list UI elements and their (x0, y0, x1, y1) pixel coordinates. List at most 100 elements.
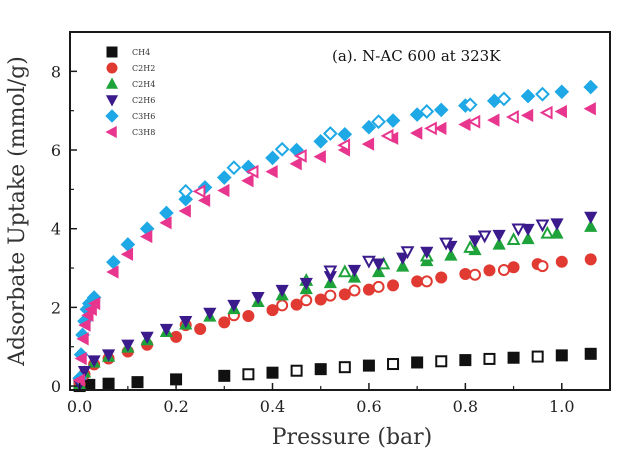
data-point-adsorption (178, 204, 191, 218)
data-point-desorption (506, 232, 521, 245)
data-point-adsorption (101, 349, 116, 362)
data-point-adsorption (227, 299, 241, 313)
data-point-adsorption (520, 88, 536, 104)
data-point-adsorption (194, 323, 207, 336)
x-tick-label: 0.4 (260, 397, 285, 416)
data-point-adsorption (218, 316, 231, 329)
data-point-desorption (226, 160, 242, 176)
data-point-adsorption (411, 356, 424, 369)
data-point-adsorption (521, 231, 535, 245)
legend-entry: C2H2 (106, 62, 155, 74)
data-point-adsorption (216, 170, 232, 185)
legend-entry: C3H6 (105, 109, 155, 123)
data-point-adsorption (584, 347, 597, 360)
data-point-desorption (531, 350, 544, 363)
data-point-desorption (469, 268, 481, 281)
data-point-desorption (505, 110, 519, 124)
y-tick-label: 2 (51, 298, 61, 317)
y-axis-title: Adsorbate Uptake (mmol/g) (5, 56, 30, 367)
legend-marker (106, 62, 118, 74)
y-tick-label: 6 (51, 141, 61, 160)
data-point-desorption (323, 265, 338, 279)
data-point-adsorption (313, 150, 326, 164)
legend-marker (105, 95, 119, 107)
legend-entry: C2H4 (105, 77, 155, 89)
x-tick-label: 0.8 (453, 397, 478, 416)
data-point-adsorption (203, 307, 217, 320)
data-point-adsorption (396, 259, 410, 272)
plot-frame (69, 31, 611, 391)
data-point-adsorption (554, 84, 570, 100)
legend-marker (105, 109, 119, 123)
data-point-adsorption (459, 354, 472, 367)
data-point-adsorption (218, 369, 231, 382)
data-point-adsorption (87, 296, 101, 311)
data-point-adsorption (275, 284, 289, 298)
data-point-desorption (242, 368, 255, 381)
data-point-adsorption (299, 277, 313, 291)
data-point-adsorption (178, 191, 194, 207)
data-point-adsorption (550, 218, 564, 231)
data-point-adsorption (583, 102, 596, 116)
data-point-desorption (539, 105, 553, 120)
data-point-adsorption (361, 119, 377, 135)
data-point-desorption (274, 141, 290, 157)
data-point-adsorption (251, 291, 265, 305)
data-point-adsorption (265, 150, 280, 166)
data-point-desorption (300, 294, 313, 307)
data-point-desorption (387, 358, 400, 371)
data-point-adsorption (361, 137, 375, 151)
data-point-desorption (467, 114, 481, 129)
data-point-adsorption (554, 104, 567, 119)
legend-label: CH4 (132, 48, 150, 57)
data-point-adsorption (385, 113, 401, 128)
data-point-adsorption (521, 223, 535, 237)
data-point-desorption (435, 355, 448, 368)
data-point-adsorption (555, 349, 568, 362)
data-point-adsorption (314, 363, 327, 376)
data-point-adsorption (468, 235, 482, 248)
data-point-desorption (477, 230, 492, 244)
legend-label: C2H4 (132, 80, 155, 89)
legend-label: C3H8 (132, 128, 155, 137)
data-point-adsorption (242, 310, 255, 323)
data-point-adsorption (347, 264, 362, 278)
data-point-desorption (535, 219, 550, 233)
data-point-desorption (178, 183, 194, 199)
data-point-adsorption (337, 126, 353, 142)
data-point-adsorption (520, 108, 534, 123)
data-point-adsorption (159, 323, 174, 337)
data-point-desorption (420, 275, 433, 288)
x-tick-label: 0.2 (163, 397, 188, 416)
data-point-desorption (245, 164, 259, 179)
data-point-adsorption (140, 229, 153, 244)
data-point-adsorption (371, 264, 386, 278)
data-point-adsorption (266, 304, 279, 317)
data-point-desorption (540, 225, 555, 239)
data-point-desorption (423, 121, 437, 136)
data-point-desorption (372, 280, 385, 293)
data-point-adsorption (387, 279, 400, 292)
series-c2h6 (73, 211, 598, 392)
x-axis-title: Pressure (bar) (272, 425, 433, 450)
y-tick-label: 4 (51, 220, 61, 239)
data-point-adsorption (492, 229, 506, 243)
data-point-adsorption (76, 332, 89, 346)
series-c3h8 (72, 102, 596, 387)
data-point-adsorption (140, 331, 154, 344)
data-point-desorption (462, 97, 478, 113)
data-point-desorption (338, 361, 351, 374)
data-point-desorption (483, 352, 496, 365)
legend-entry: C3H8 (105, 125, 155, 139)
data-point-desorption (511, 223, 526, 237)
data-point-adsorption (458, 117, 471, 132)
x-tick-label: 1.0 (549, 397, 574, 416)
data-point-adsorption (159, 216, 172, 230)
plot-area (72, 79, 599, 393)
y-tick-label: 0 (51, 377, 61, 396)
data-point-desorption (497, 264, 510, 277)
legend-marker (106, 46, 118, 58)
data-point-adsorption (435, 271, 448, 284)
